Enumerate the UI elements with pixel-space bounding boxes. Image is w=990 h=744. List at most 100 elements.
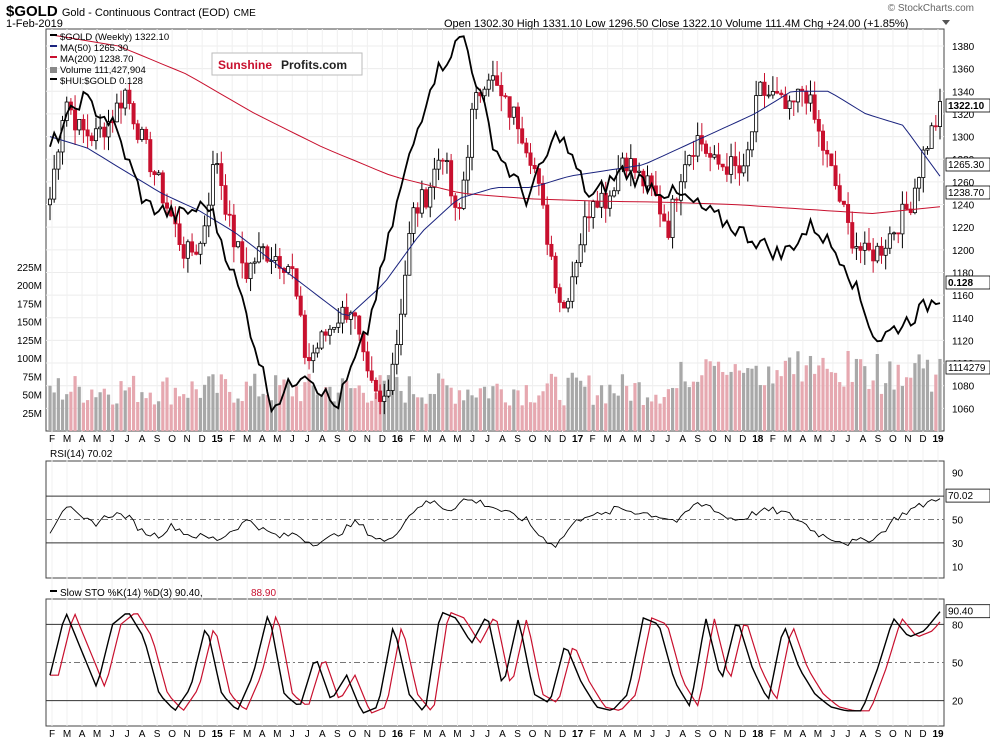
volume-bar bbox=[349, 388, 353, 431]
candle-body bbox=[461, 179, 466, 209]
candle-body bbox=[933, 125, 938, 128]
candle-body bbox=[921, 149, 926, 178]
candle-body bbox=[227, 213, 232, 216]
stoch-month-label: M bbox=[63, 729, 71, 740]
volume-bar bbox=[921, 368, 925, 431]
volume-bar bbox=[666, 389, 671, 431]
volume-bar bbox=[294, 386, 299, 431]
ma200-line bbox=[49, 34, 941, 215]
stoch-month-label: 15 bbox=[212, 729, 224, 740]
volume-bar bbox=[336, 392, 340, 431]
volume-bar bbox=[416, 397, 420, 431]
volume-bar bbox=[495, 383, 499, 431]
volume-bar bbox=[721, 371, 725, 431]
rsi-title: RSI(14) 70.02 bbox=[50, 449, 113, 460]
volume-bar bbox=[888, 361, 892, 431]
stoch-month-label: A bbox=[259, 729, 266, 740]
rsi-line bbox=[49, 498, 941, 549]
candle-body bbox=[152, 171, 157, 176]
volume-bar bbox=[750, 368, 754, 431]
candle-body bbox=[691, 155, 696, 157]
volume-bar bbox=[549, 373, 554, 431]
stoch-tick-label: 80 bbox=[952, 620, 964, 631]
candle-body bbox=[658, 194, 663, 215]
candle-body bbox=[791, 100, 796, 103]
volume-bar bbox=[783, 360, 787, 431]
volume-bar bbox=[102, 388, 106, 431]
volume-bar bbox=[52, 392, 56, 431]
price-month-label: A bbox=[499, 434, 506, 445]
price-tick-label: 1380 bbox=[952, 42, 975, 53]
candle-body bbox=[56, 151, 61, 170]
price-month-label: S bbox=[514, 434, 521, 445]
volume-bar bbox=[775, 370, 779, 431]
stoch-tick-label: 50 bbox=[952, 659, 964, 670]
volume-bar bbox=[842, 386, 846, 431]
exchange-label: CME bbox=[233, 8, 256, 19]
volume-bar bbox=[545, 383, 549, 431]
volume-bar bbox=[228, 391, 232, 431]
volume-bar bbox=[152, 404, 157, 431]
candle-body bbox=[311, 352, 316, 362]
candle-body bbox=[432, 168, 437, 188]
candle-body bbox=[156, 172, 161, 176]
price-month-label: J bbox=[845, 434, 850, 445]
candle-body bbox=[607, 195, 612, 209]
candle-body bbox=[741, 165, 746, 174]
volume-bar bbox=[595, 395, 599, 431]
volume-bar bbox=[219, 374, 223, 431]
candle-body bbox=[724, 166, 729, 175]
candle-body bbox=[474, 92, 479, 110]
volume-bar bbox=[583, 386, 587, 431]
candle-body bbox=[248, 262, 253, 280]
volume-bar bbox=[767, 366, 771, 431]
candle-body bbox=[490, 75, 495, 81]
stoch-d-title: 88.90 bbox=[251, 588, 276, 599]
price-tick-label: 1360 bbox=[952, 65, 975, 76]
candle-body bbox=[536, 168, 541, 184]
price-month-label: M bbox=[784, 434, 792, 445]
volume-bar bbox=[436, 373, 441, 431]
candle-body bbox=[102, 126, 107, 138]
stoch-month-label: O bbox=[709, 729, 717, 740]
candle-body bbox=[582, 216, 587, 246]
volume-bar bbox=[106, 394, 111, 431]
candle-body bbox=[164, 202, 169, 209]
volume-bar bbox=[223, 379, 228, 431]
volume-bar bbox=[833, 372, 838, 431]
volume-bar bbox=[696, 381, 700, 431]
volume-tick-label: 225M bbox=[17, 263, 42, 274]
volume-bar bbox=[913, 363, 917, 431]
price-month-label: J bbox=[470, 434, 475, 445]
volume-bar bbox=[98, 392, 102, 431]
volume-bar bbox=[900, 385, 904, 431]
candle-body bbox=[499, 84, 504, 97]
candle-body bbox=[775, 91, 780, 94]
volume-bar bbox=[508, 405, 512, 431]
candle-body bbox=[315, 347, 320, 354]
volume-tick-label: 100M bbox=[17, 354, 42, 365]
stoch-month-label: J bbox=[665, 729, 670, 740]
price-month-label: O bbox=[889, 434, 897, 445]
candle-body bbox=[783, 94, 788, 109]
stoch-month-label: D bbox=[739, 729, 746, 740]
candle-body bbox=[144, 128, 149, 140]
volume-bar bbox=[411, 394, 416, 431]
legend-entry: MA(200) 1238.70 bbox=[60, 54, 133, 65]
hui-gold-ratio-line bbox=[49, 35, 941, 414]
price-tick-label: 1260 bbox=[952, 178, 975, 189]
volume-bar bbox=[871, 380, 875, 431]
price-month-label: A bbox=[79, 434, 86, 445]
volume-bar bbox=[432, 394, 437, 431]
stoch-month-label: F bbox=[409, 729, 415, 740]
volume-bar bbox=[925, 359, 930, 431]
volume-bar bbox=[278, 385, 282, 431]
volume-bar bbox=[86, 400, 90, 431]
volume-bar bbox=[700, 375, 704, 431]
volume-bar bbox=[838, 382, 842, 431]
volume-bar bbox=[190, 381, 194, 431]
candle-body bbox=[678, 181, 683, 201]
ma50-value-label-box bbox=[945, 157, 990, 172]
volume-bar bbox=[637, 382, 641, 431]
volume-bar bbox=[445, 385, 449, 431]
